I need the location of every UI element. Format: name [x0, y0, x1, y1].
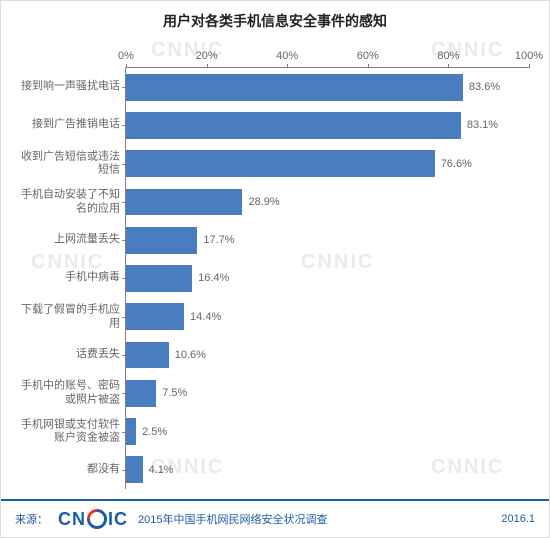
logo-ring-icon: [83, 505, 111, 533]
category-label: 话费丢失: [16, 348, 126, 362]
x-tick-label: 60%: [357, 50, 379, 62]
x-tick-label: 100%: [515, 50, 543, 62]
bar-value-label: 2.5%: [136, 426, 167, 438]
chart-row: 上网流量丢失17.7%: [126, 221, 529, 259]
category-label: 手机自动安装了不知名的应用: [16, 188, 126, 216]
chart-row: 都没有4.1%: [126, 451, 529, 489]
bar: 7.5%: [126, 380, 156, 407]
logo-text-left: CN: [58, 509, 86, 530]
bar: 2.5%: [126, 418, 136, 445]
chart-row: 接到响一声骚扰电话83.6%: [126, 68, 529, 106]
logo-text-right: IC: [108, 509, 128, 530]
bar: 10.6%: [126, 342, 169, 369]
x-tick-label: 80%: [437, 50, 459, 62]
category-label: 收到广告短信或违法短信: [16, 150, 126, 178]
category-label: 下载了假冒的手机应用: [16, 303, 126, 331]
footer-description: 2015年中国手机网民网络安全状况调查: [138, 511, 327, 527]
category-label: 手机中的账号、密码或照片被盗: [16, 380, 126, 408]
bar: 83.1%: [126, 112, 461, 139]
x-tick-mark: [529, 64, 530, 68]
bar: 28.9%: [126, 189, 242, 216]
bar-value-label: 4.1%: [143, 464, 174, 476]
chart-row: 手机自动安装了不知名的应用28.9%: [126, 183, 529, 221]
bar: 83.6%: [126, 74, 463, 101]
bar-value-label: 17.7%: [197, 234, 234, 246]
x-tick-label: 20%: [196, 50, 218, 62]
bar: 4.1%: [126, 456, 143, 483]
bar-value-label: 16.4%: [192, 272, 229, 284]
bar-value-label: 14.4%: [184, 311, 221, 323]
bar-value-label: 76.6%: [435, 158, 472, 170]
category-label: 手机中病毒: [16, 272, 126, 286]
bar-value-label: 28.9%: [242, 196, 279, 208]
category-label: 手机网银或支付软件账户资金被盗: [16, 418, 126, 446]
bar-value-label: 10.6%: [169, 349, 206, 361]
footer: 来源： CN IC 2015年中国手机网民网络安全状况调查 2016.1: [1, 499, 549, 537]
chart-row: 手机网银或支付软件账户资金被盗2.5%: [126, 412, 529, 450]
chart-row: 手机中病毒16.4%: [126, 259, 529, 297]
bar: 14.4%: [126, 303, 184, 330]
footer-source-prefix: 来源：: [15, 511, 48, 527]
category-label: 上网流量丢失: [16, 233, 126, 247]
bar-value-label: 83.1%: [461, 119, 498, 131]
footer-logo: CN IC: [58, 509, 128, 530]
x-tick-label: 0%: [118, 50, 134, 62]
category-label: 接到响一声骚扰电话: [16, 80, 126, 94]
chart-row: 下载了假冒的手机应用14.4%: [126, 298, 529, 336]
bar-value-label: 7.5%: [156, 387, 187, 399]
chart-row: 话费丢失10.6%: [126, 336, 529, 374]
chart-row: 收到广告短信或违法短信76.6%: [126, 145, 529, 183]
chart-row: 接到广告推销电话83.1%: [126, 106, 529, 144]
bar: 76.6%: [126, 150, 435, 177]
chart-title: 用户对各类手机信息安全事件的感知: [1, 1, 549, 31]
plot-wrap: 0%20%40%60%80%100% 接到响一声骚扰电话83.6%接到广告推销电…: [15, 47, 529, 489]
bar: 17.7%: [126, 227, 197, 254]
footer-date: 2016.1: [501, 513, 535, 525]
x-tick-label: 40%: [276, 50, 298, 62]
chart-figure: 用户对各类手机信息安全事件的感知 CNNICCNNICCNNICCNNICCNN…: [0, 0, 550, 538]
category-label: 都没有: [16, 463, 126, 477]
category-label: 接到广告推销电话: [16, 119, 126, 133]
chart-row: 手机中的账号、密码或照片被盗7.5%: [126, 374, 529, 412]
plot-area: 0%20%40%60%80%100% 接到响一声骚扰电话83.6%接到广告推销电…: [125, 67, 529, 489]
bar-value-label: 83.6%: [463, 81, 500, 93]
bar: 16.4%: [126, 265, 192, 292]
